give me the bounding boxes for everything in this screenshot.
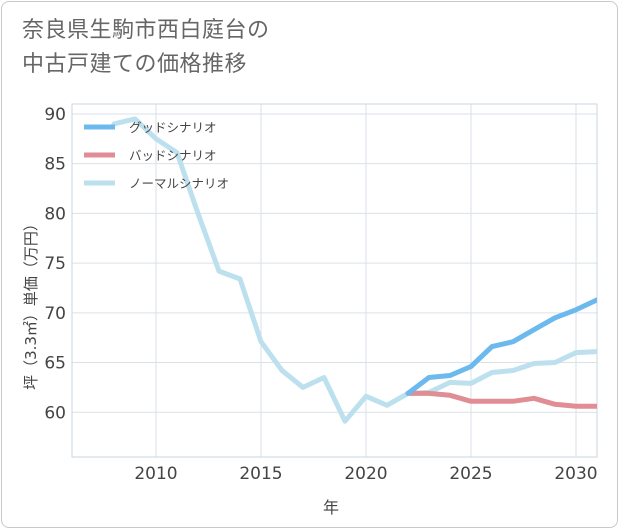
series-lines [111,116,597,424]
chart-title: 奈良県生駒市西白庭台の 中古戸建ての価格推移 [22,14,270,82]
chart-title-line-1: 奈良県生駒市西白庭台の [22,18,270,43]
y-tick-label: 85 [44,155,66,175]
axis-ticks: 60 65 70 75 80 85 90 2010 2015 2020 2025 2030 [44,105,597,484]
series-line-2 [111,116,597,424]
grid [71,103,598,458]
y-tick-label: 80 [44,204,66,224]
y-tick-label: 75 [44,254,66,274]
y-axis-label: 坪（3.3㎡）単価（万円） [22,216,40,390]
x-tick-label: 2030 [554,464,597,484]
series-line-1 [405,390,597,409]
legend-label-1: バッドシナリオ [129,148,217,163]
y-tick-label: 70 [44,304,66,324]
x-tick-label: 2020 [344,464,387,484]
legend-label-2: ノーマルシナリオ [129,176,229,191]
y-tick-label: 90 [44,105,66,125]
legend-label-0: グッドシナリオ [129,120,217,135]
chart-title-line-2: 中古戸建ての価格推移 [22,52,248,77]
x-tick-label: 2010 [134,464,177,484]
x-tick-label: 2015 [239,464,282,484]
y-tick-label: 60 [44,403,66,423]
y-tick-label: 65 [44,354,66,374]
x-axis-label: 年 [323,498,339,517]
plot-frame [71,103,598,458]
x-tick-label: 2025 [449,464,492,484]
series-line-0 [405,297,597,396]
